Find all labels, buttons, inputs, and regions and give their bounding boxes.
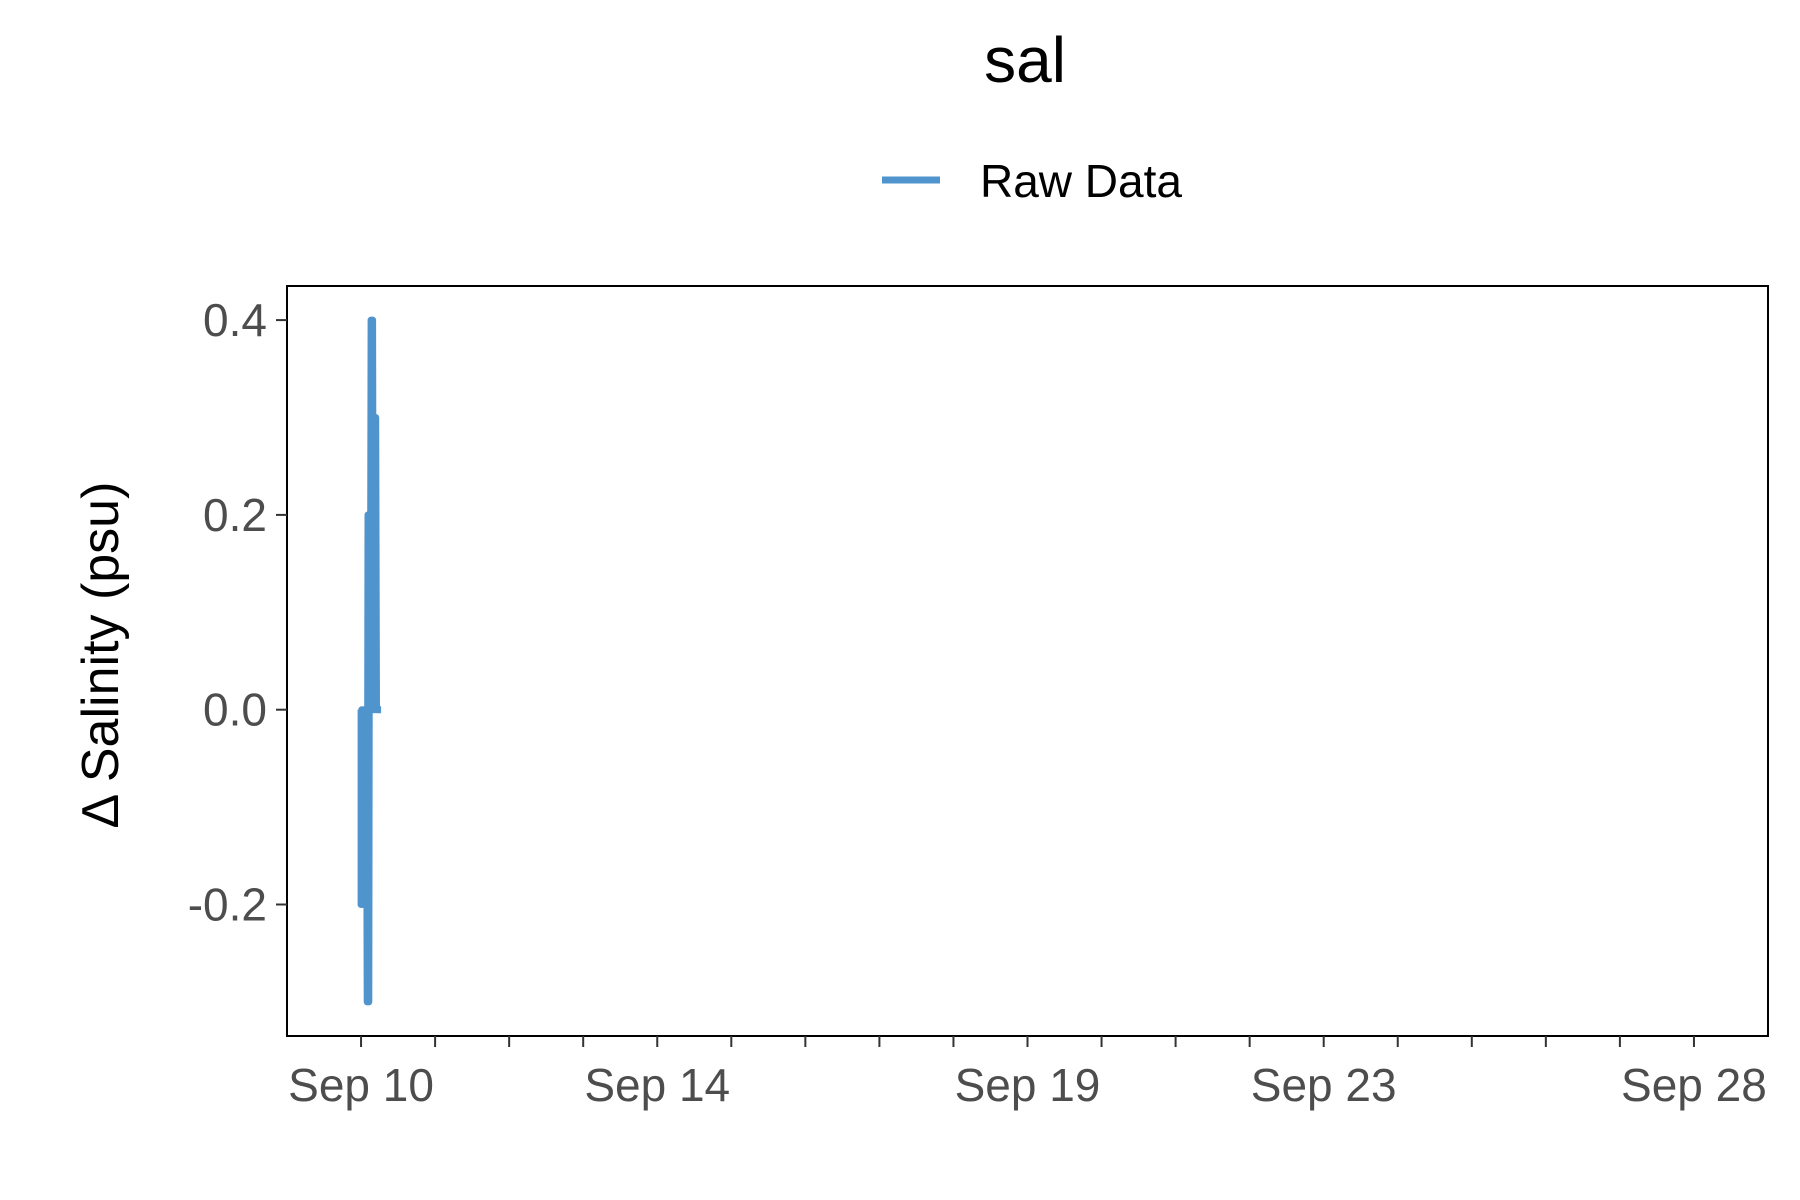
legend: Raw Data <box>882 155 1182 207</box>
legend-label-raw-data: Raw Data <box>980 155 1182 207</box>
x-tick-label: Sep 19 <box>955 1059 1101 1111</box>
y-axis-label: Δ Salinity (psu) <box>72 482 130 829</box>
plot-panel <box>286 285 1769 1037</box>
chart-title: sal <box>984 24 1066 96</box>
x-tick-label: Sep 10 <box>288 1059 434 1111</box>
x-tick-label: Sep 28 <box>1621 1059 1767 1111</box>
x-tick-label: Sep 23 <box>1251 1059 1397 1111</box>
y-tick-label: 0.0 <box>203 684 267 736</box>
y-tick-label: 0.2 <box>203 489 267 541</box>
y-tick-label: -0.2 <box>188 879 267 931</box>
data-layer <box>357 316 382 1006</box>
series-line-raw-data <box>357 316 382 1006</box>
y-tick-label: 0.4 <box>203 294 267 346</box>
x-tick-label: Sep 14 <box>584 1059 730 1111</box>
x-axis: Sep 10 Sep 14 Sep 19 Sep 23 Sep 28 <box>288 1036 1767 1111</box>
y-axis: -0.2 0.0 0.2 0.4 <box>188 294 287 931</box>
